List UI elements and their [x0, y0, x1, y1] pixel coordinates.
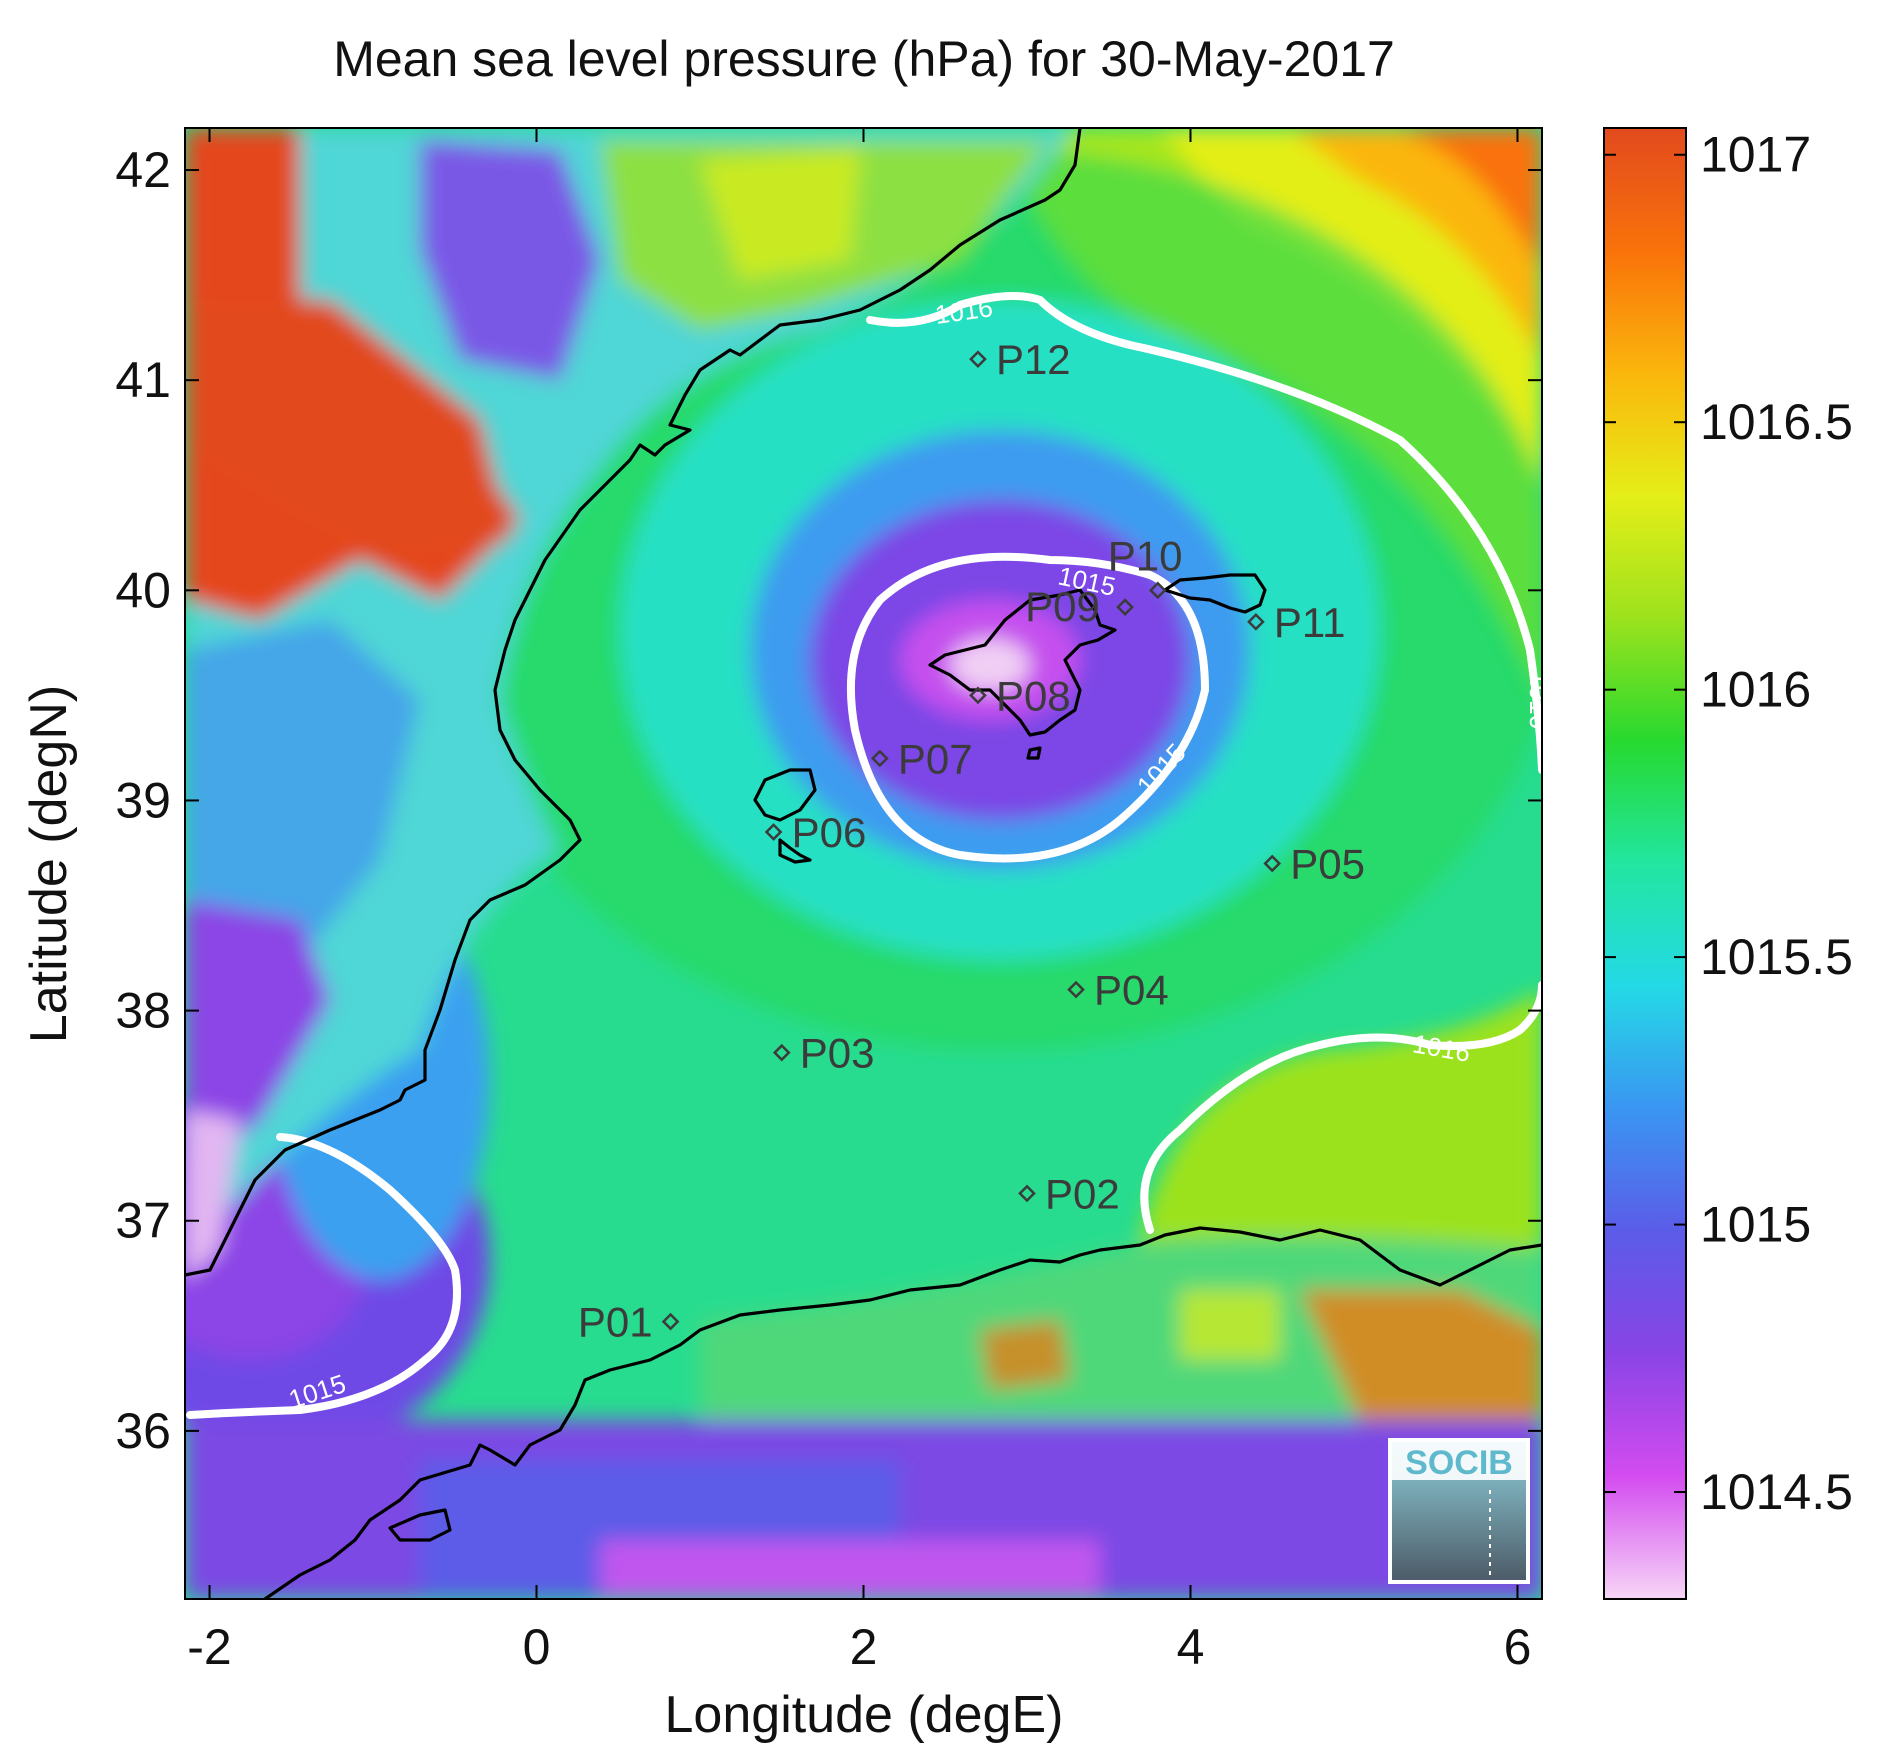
y-axis: 36 37 38 39 40 41 42 [115, 142, 1542, 1459]
station-marker [764, 823, 783, 841]
station-marker [1067, 980, 1085, 999]
station-label: P11 [1274, 599, 1346, 646]
coastline-ibiza [753, 768, 817, 822]
y-tick-label: 37 [115, 1193, 171, 1249]
colorbar-tick-label: 1015.5 [1700, 929, 1853, 985]
station-label: P09 [1025, 583, 1100, 630]
x-axis: -2 0 2 4 6 [187, 128, 1531, 1675]
station-p06: P06 [764, 809, 867, 856]
y-tick-label: 40 [115, 562, 171, 618]
colorbar [1603, 127, 1687, 1600]
station-label: P05 [1290, 841, 1365, 888]
pressure-field: 1015 1015 1015 1016 1016 1016 P01P02P03P… [185, 128, 1554, 1599]
colorbar-tick-label: 1014.5 [1700, 1464, 1853, 1520]
coastline-menorca [1163, 573, 1267, 614]
station-label: P04 [1094, 967, 1169, 1014]
station-marker [1116, 598, 1134, 616]
y-axis-label: Latitude (degN) [20, 685, 78, 1043]
station-marker [1247, 612, 1265, 631]
x-tick-label: 2 [850, 1619, 878, 1675]
colorbar-tick-label: 1016.5 [1700, 394, 1853, 450]
contour-1016-north [866, 292, 1542, 774]
coastline-alboran [388, 1508, 452, 1542]
station-label: P12 [996, 336, 1071, 383]
station-p04: P04 [1067, 967, 1169, 1014]
coastline-formentera [778, 838, 812, 864]
station-p05: P05 [1263, 841, 1365, 888]
contour-label-1016-b: 1016 [1524, 671, 1554, 729]
x-tick-label: 6 [1504, 1619, 1532, 1675]
station-p12: P12 [969, 336, 1071, 383]
y-tick-label: 41 [115, 352, 171, 408]
station-label: P02 [1045, 1170, 1120, 1217]
colorbar-tick-label: 1016 [1700, 662, 1811, 718]
station-marker [871, 749, 889, 768]
station-p01: P01 [578, 1299, 680, 1346]
coastline-cabrera [1026, 746, 1042, 760]
pressure-field-layer [185, 128, 1542, 1599]
contour-1016-southeast [1140, 981, 1542, 1234]
station-p11: P11 [1247, 599, 1346, 646]
station-marker [1018, 1184, 1036, 1203]
station-label: P10 [1108, 532, 1183, 579]
y-tick-label: 42 [115, 142, 171, 198]
x-axis-label: Longitude (degE) [665, 1686, 1064, 1744]
station-p02: P02 [1018, 1170, 1120, 1217]
colorbar-tick-label: 1015 [1700, 1197, 1811, 1253]
coastline-africa [264, 1226, 1542, 1599]
y-tick-label: 38 [115, 983, 171, 1039]
station-marker [1263, 854, 1282, 873]
coastline-mallorca [928, 588, 1117, 737]
station-p07: P07 [871, 735, 973, 782]
colorbar-tick-label: 1017 [1700, 127, 1811, 183]
coastline-iberia [185, 128, 1082, 1277]
y-tick-label: 36 [115, 1403, 171, 1459]
x-tick-label: 4 [1177, 1619, 1205, 1675]
x-tick-label: -2 [187, 1619, 231, 1675]
colorbar-ticks: 1014.5 1015 1015.5 1016 1016.5 1017 [1604, 127, 1853, 1520]
station-marker [969, 350, 987, 368]
socib-logo: SOCIB [1388, 1438, 1530, 1584]
station-label: P01 [578, 1299, 653, 1346]
station-label: P08 [996, 672, 1071, 719]
station-label: P06 [792, 809, 867, 856]
y-tick-label: 39 [115, 772, 171, 828]
station-marker [772, 1043, 791, 1062]
chart-title: Mean sea level pressure (hPa) for 30-May… [333, 31, 1395, 87]
station-marker [661, 1312, 680, 1331]
coastlines [185, 128, 1542, 1599]
station-label: P03 [800, 1030, 875, 1077]
x-tick-label: 0 [523, 1619, 551, 1675]
station-p10: P10 [1108, 532, 1183, 600]
station-marker [969, 686, 987, 705]
station-label: P07 [898, 735, 973, 782]
station-marker [1148, 581, 1167, 600]
station-p08: P08 [969, 672, 1071, 719]
contour-1015-southwest [186, 1133, 461, 1419]
station-p09: P09 [1025, 583, 1134, 630]
station-p03: P03 [772, 1030, 875, 1077]
socib-logo-text: SOCIB [1405, 1444, 1513, 1482]
